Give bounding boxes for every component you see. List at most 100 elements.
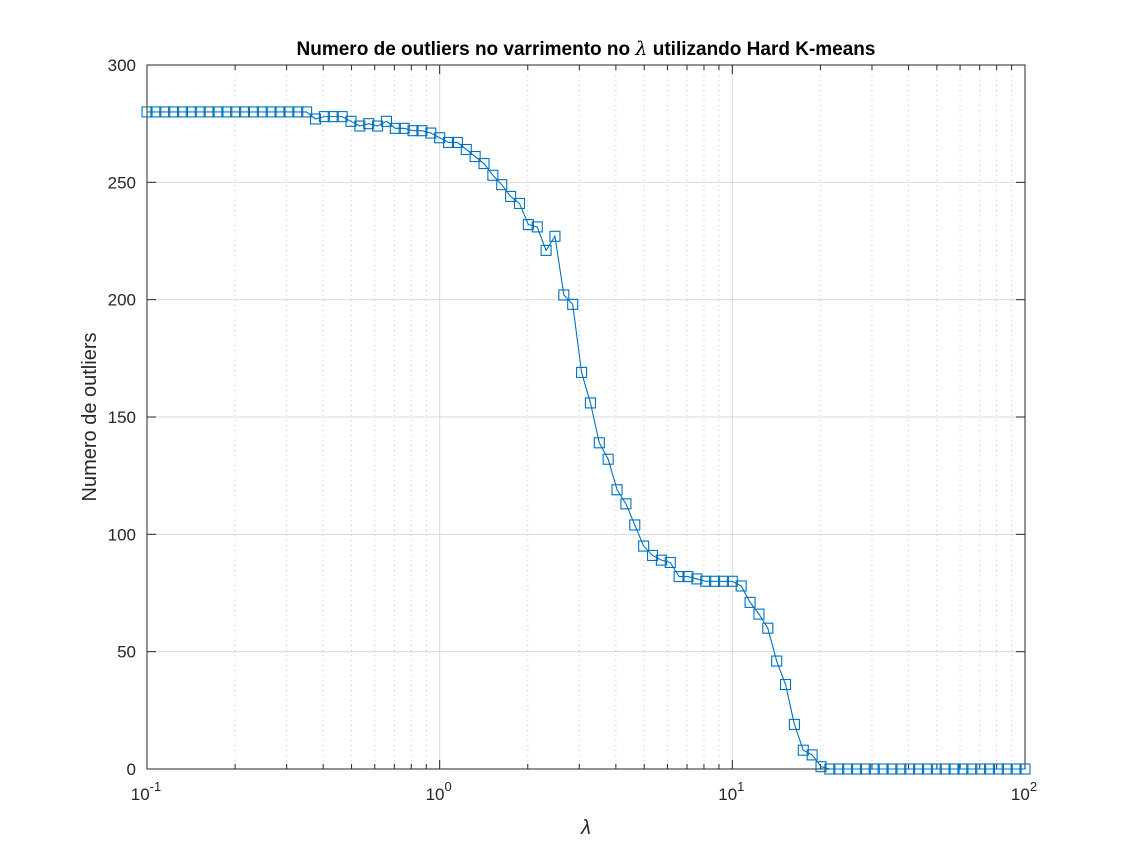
data-point [442, 136, 455, 148]
data-point [531, 221, 543, 233]
y-tick-label: 200 [108, 291, 136, 310]
data-point [176, 106, 189, 118]
x-tick-label: 100 [426, 779, 452, 804]
series-line [147, 111, 1025, 770]
data-point [150, 106, 162, 118]
data-point [735, 580, 747, 592]
data-point [611, 484, 623, 496]
data-point [655, 554, 667, 566]
x-tick-base: 10 [1011, 785, 1030, 804]
data-point [496, 179, 508, 191]
data-point [824, 763, 836, 775]
ticks [146, 64, 1026, 770]
data-point [913, 763, 925, 775]
x-tick-base: 10 [426, 785, 445, 804]
y-tick-label: 50 [117, 643, 136, 662]
data-point [904, 763, 916, 775]
data-point [895, 763, 907, 775]
data-point [664, 556, 676, 569]
data-point [691, 573, 703, 585]
data-point [921, 763, 933, 775]
data-point [717, 575, 730, 587]
data-point [389, 122, 401, 134]
x-tick-exponent: -1 [150, 779, 162, 794]
x-axis-label: λ [580, 817, 591, 839]
data-point [549, 230, 561, 242]
data-point [859, 763, 871, 775]
data-point [416, 125, 428, 137]
data-point [753, 608, 765, 620]
data-point [460, 143, 472, 156]
data-point [513, 197, 526, 209]
data-point [327, 111, 339, 123]
data-point [815, 761, 827, 773]
data-point [842, 763, 854, 775]
data-point [141, 106, 153, 118]
data-point [380, 115, 393, 127]
x-tick-label: 101 [718, 779, 744, 804]
data-point [673, 571, 685, 583]
data-point [487, 169, 499, 181]
data-point [966, 763, 978, 775]
data-point [1001, 763, 1013, 775]
data-point [939, 763, 951, 775]
data-point [948, 763, 960, 775]
data-point [762, 622, 774, 634]
data-point [584, 397, 596, 409]
data-point [265, 106, 277, 118]
data-point [478, 158, 490, 170]
y-tick-label: 150 [108, 408, 136, 427]
data-point [833, 763, 845, 775]
data-point [930, 763, 942, 775]
data-point [806, 749, 818, 761]
data-point [788, 718, 800, 730]
data-point [451, 136, 463, 148]
data-point [540, 244, 552, 256]
y-tick-label: 250 [108, 173, 136, 192]
x-tick-base: 10 [131, 785, 150, 804]
chart-title: Numero de outliers no varrimento no λ ut… [297, 38, 876, 60]
data-point [363, 118, 375, 130]
data-point [283, 106, 295, 118]
chart-title-prefix: Numero de outliers no varrimento no [297, 39, 636, 60]
chart-title-symbol: λ [634, 38, 647, 60]
data-point [1019, 763, 1031, 775]
data-point [682, 571, 694, 583]
chart-title-suffix: utilizando Hard K-means [647, 39, 875, 60]
data-point [602, 453, 614, 465]
y-tick-label: 300 [108, 56, 136, 75]
x-tick-exponent: 0 [445, 779, 452, 794]
data-point [522, 219, 534, 231]
data-point [868, 763, 880, 775]
data-point [398, 122, 410, 134]
series-layer [141, 106, 1031, 775]
data-point [469, 150, 481, 163]
data-point [850, 763, 863, 775]
data-point [629, 519, 641, 531]
data-point [983, 763, 996, 775]
data-point [256, 106, 268, 118]
data-point [274, 106, 286, 118]
data-point [779, 678, 792, 691]
data-point [185, 106, 197, 118]
data-point [886, 763, 898, 775]
data-point [992, 763, 1004, 775]
data-point [567, 298, 579, 310]
data-point [957, 763, 969, 775]
data-point [194, 106, 206, 118]
x-tick-base: 10 [718, 785, 737, 804]
data-point [505, 190, 517, 202]
data-point [212, 106, 224, 118]
data-point [247, 106, 259, 118]
data-point [230, 106, 242, 118]
data-point [168, 106, 180, 118]
y-tick-label: 0 [127, 760, 136, 779]
data-point [975, 763, 987, 775]
data-point [407, 125, 419, 137]
data-point [238, 106, 251, 118]
data-point [292, 106, 304, 118]
data-point [620, 498, 632, 510]
